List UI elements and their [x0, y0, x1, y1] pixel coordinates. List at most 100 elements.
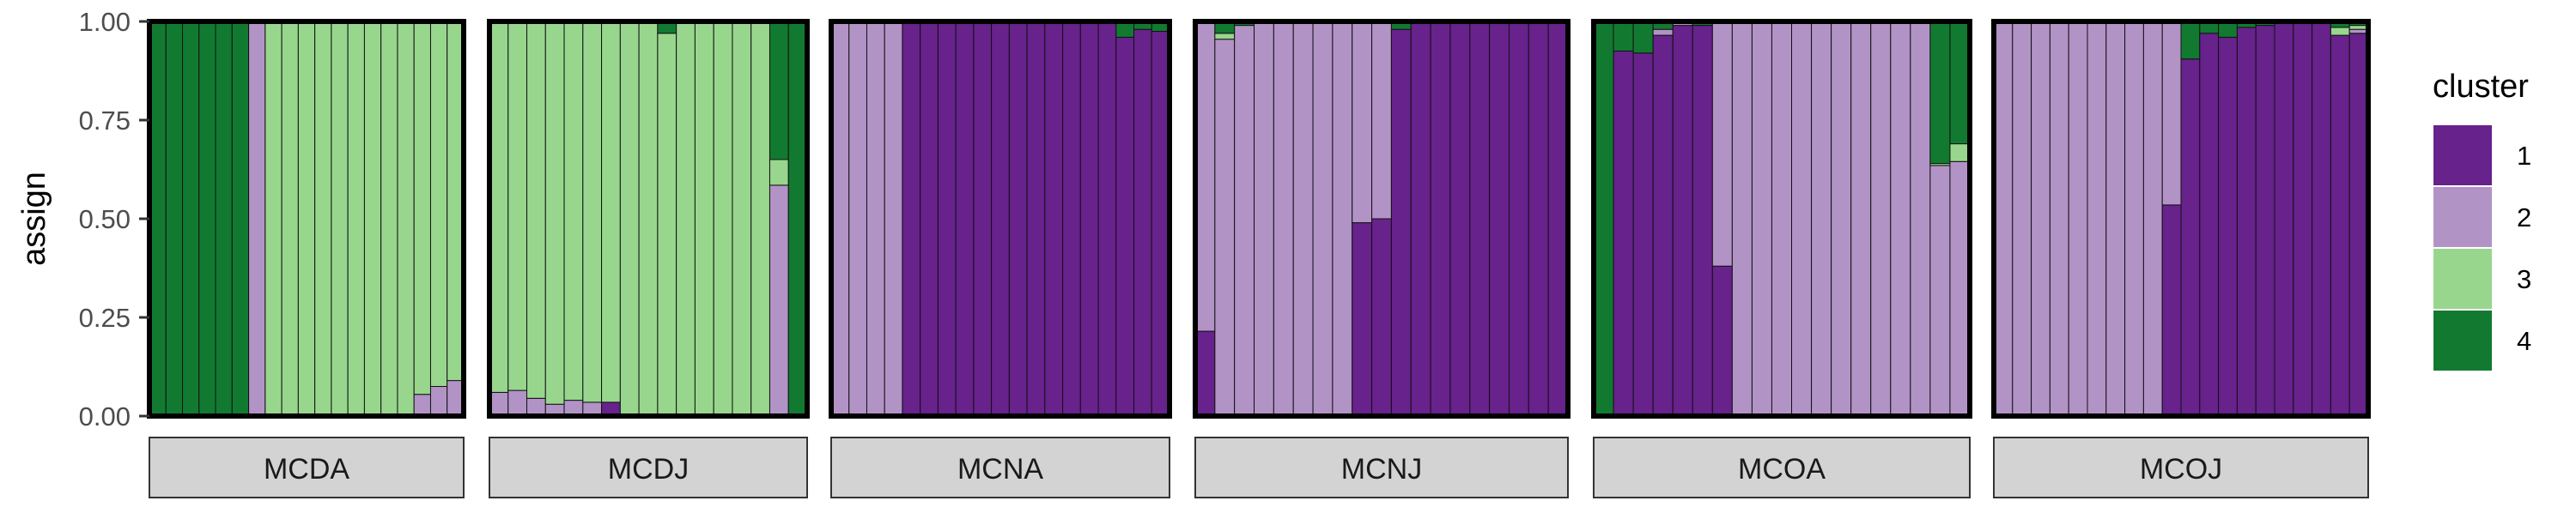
bar-segment-cluster-3 [331, 21, 349, 417]
bar-segment-cluster-1 [1489, 21, 1510, 417]
y-tick-label: 0.25 [79, 303, 131, 333]
bar-segment-cluster-3 [713, 21, 733, 417]
bar-segment-cluster-2 [1791, 21, 1813, 417]
bar-segment-cluster-2 [2068, 21, 2088, 417]
bar-segment-cluster-2 [2142, 21, 2163, 417]
facet-label: MCNA [957, 453, 1043, 486]
bar-segment-cluster-2 [1273, 21, 1294, 417]
bar-segment-cluster-2 [1850, 21, 1872, 417]
bar-segment-cluster-1 [2330, 34, 2350, 417]
bar-segment-cluster-1 [1194, 330, 1216, 417]
bar-segment-cluster-4 [198, 21, 216, 417]
facet-label: MCOJ [2140, 453, 2222, 486]
bar-segment-cluster-3 [397, 21, 415, 417]
bar-segment-cluster-4 [2180, 21, 2201, 60]
bar-segment-cluster-3 [507, 21, 528, 391]
bar-segment-cluster-2 [429, 386, 448, 417]
bar-segment-cluster-3 [638, 21, 659, 417]
legend-label-4: 4 [2517, 326, 2531, 356]
bar-segment-cluster-1 [1151, 31, 1170, 417]
bar-segment-cluster-1 [1528, 21, 1549, 417]
panel-border [1193, 19, 1571, 419]
bar-segment-cluster-2 [1949, 160, 1971, 417]
bar-segment-cluster-3 [563, 21, 584, 401]
bar-segment-cluster-3 [732, 21, 752, 417]
bar-segment-cluster-1 [937, 21, 957, 417]
bar-segment-cluster-1 [2236, 27, 2257, 417]
bar-segment-cluster-3 [314, 21, 332, 417]
bar-segment-cluster-1 [1026, 21, 1046, 417]
bar-segment-cluster-1 [2161, 204, 2182, 417]
bar-segment-cluster-4 [1949, 21, 1971, 145]
bar-segment-cluster-2 [1751, 21, 1772, 417]
bar-segment-cluster-2 [2105, 21, 2126, 417]
bar-segment-cluster-3 [281, 21, 299, 417]
bar-segment-cluster-2 [1254, 21, 1274, 417]
bar-segment-cluster-2 [2012, 21, 2032, 417]
bar-segment-cluster-1 [1410, 21, 1431, 417]
bar-segment-cluster-3 [676, 21, 696, 417]
facet-strip [830, 437, 1170, 498]
bar-segment-cluster-3 [769, 159, 789, 186]
bar-segment-cluster-4 [165, 21, 184, 417]
bar-segment-cluster-1 [1508, 21, 1529, 417]
bar-segment-cluster-3 [544, 21, 565, 405]
bar-segment-cluster-1 [2180, 58, 2201, 417]
bar-segment-cluster-2 [1234, 25, 1255, 417]
bar-segment-cluster-1 [1352, 222, 1373, 417]
legend: cluster 1 2 3 4 [2432, 69, 2531, 372]
bar-segment-cluster-1 [1692, 25, 1713, 417]
y-tick-label: 0.00 [79, 401, 131, 431]
bar-segment-cluster-2 [830, 21, 850, 417]
bar-segment-cluster-2 [2124, 21, 2144, 417]
bar-segment-cluster-2 [1352, 21, 1373, 224]
bar-segment-cluster-2 [2348, 28, 2369, 34]
bar-segment-cluster-3 [413, 21, 431, 395]
bar-segment-cluster-3 [1214, 33, 1236, 40]
bar-segment-cluster-2 [2049, 21, 2069, 417]
bar-segment-cluster-2 [1890, 21, 1911, 417]
bar-segment-cluster-3 [380, 21, 398, 417]
bar-segment-cluster-1 [1672, 25, 1693, 417]
bar-segment-cluster-2 [1831, 21, 1852, 417]
legend-label-1: 1 [2517, 141, 2531, 171]
bar-segment-cluster-3 [363, 21, 382, 417]
facet-strip [489, 437, 808, 498]
bar-segment-cluster-1 [920, 21, 939, 417]
panel-border [829, 19, 1172, 419]
bar-segment-cluster-2 [248, 21, 266, 417]
bar-segment-cluster-4 [1613, 21, 1634, 51]
bar-segment-cluster-2 [866, 21, 885, 417]
facet-strip [1593, 437, 1971, 498]
legend-swatch-3 [2432, 247, 2494, 311]
bar-segment-cluster-1 [1115, 36, 1135, 417]
bar-segment-cluster-2 [1870, 21, 1892, 417]
bar-segment-cluster-2 [1312, 21, 1334, 417]
bar-segment-cluster-4 [182, 21, 200, 417]
legend-label-3: 3 [2517, 264, 2531, 294]
facet-panel-mcoj: MCOJ [1991, 19, 2371, 498]
bar-segment-cluster-1 [991, 21, 1010, 417]
y-tick-label: 1.00 [79, 7, 131, 37]
facet-panel-mcdj: MCDJ [487, 19, 810, 498]
bar-segment-cluster-1 [1652, 34, 1674, 417]
bar-segment-cluster-1 [1079, 21, 1099, 417]
bar-segment-cluster-1 [2218, 36, 2238, 417]
bar-segment-cluster-2 [1993, 21, 2014, 417]
bar-segment-cluster-4 [769, 21, 789, 160]
facet-strip [1194, 437, 1569, 498]
bar-segment-cluster-4 [787, 21, 808, 417]
bar-segment-cluster-3 [429, 21, 448, 387]
legend-swatch-4 [2432, 309, 2494, 372]
bar-segment-cluster-4 [1593, 21, 1614, 417]
bar-segment-cluster-2 [507, 389, 528, 417]
facet-panel-mcoa: MCOA [1591, 19, 1972, 498]
panel-border [1591, 19, 1972, 419]
bar-segment-cluster-1 [1390, 28, 1412, 417]
y-tick-label: 0.50 [79, 204, 131, 234]
bar-segment-cluster-2 [526, 397, 546, 417]
bar-segment-cluster-2 [2031, 21, 2050, 417]
facet-strip [1993, 437, 2369, 498]
bar-segment-cluster-2 [1371, 21, 1392, 220]
bar-segment-cluster-1 [1449, 21, 1471, 417]
